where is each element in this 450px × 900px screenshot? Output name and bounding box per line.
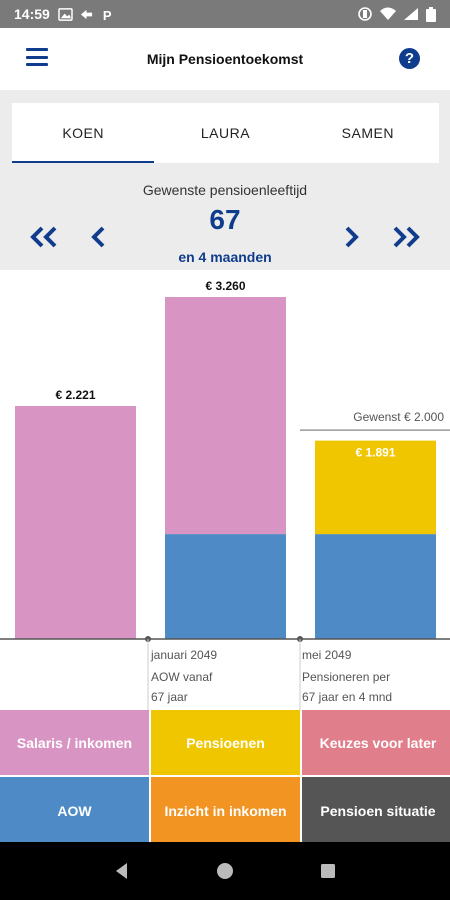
- wifi-icon: [380, 7, 396, 20]
- recents-icon[interactable]: [318, 861, 338, 881]
- pensioen-situatie-button[interactable]: Pensioen situatie: [302, 777, 450, 844]
- age-label: Gewenste pensioenleeftijd: [142, 182, 308, 198]
- inzicht-in-inkomen-button[interactable]: Inzicht in inkomen: [151, 777, 300, 844]
- pensioenen-button[interactable]: Pensioenen: [151, 710, 300, 775]
- marker-text-aow-1: AOW vanaf: [151, 670, 213, 684]
- age-value: 67: [209, 204, 241, 235]
- system-nav-bar: [0, 842, 450, 900]
- help-icon[interactable]: ?: [399, 48, 420, 69]
- image-icon: [58, 7, 73, 21]
- hamburger-menu-icon[interactable]: [26, 48, 48, 66]
- bar-value-label: € 1.891: [355, 446, 395, 460]
- marker-date-pension: mei 2049: [302, 648, 352, 662]
- bar-1-segment-aow: [165, 534, 286, 639]
- app-bar: Mijn Pensioentoekomst ?: [0, 28, 450, 90]
- parking-icon: P: [103, 8, 112, 21]
- double-chevron-left-icon[interactable]: [27, 222, 61, 252]
- sync-icon: [80, 9, 92, 19]
- pension-chart: € 2.221 € 3.260 € 1.891 Gewenst € 2.000 ja…: [0, 270, 450, 710]
- chevron-right-icon[interactable]: [340, 222, 364, 252]
- marker-text-pension-1: Pensioneren per: [302, 670, 390, 684]
- bar-value-label: € 2.221: [55, 388, 95, 402]
- keuzes-voor-later-button[interactable]: Keuzes voor later: [302, 710, 450, 775]
- marker-date-aow: januari 2049: [150, 648, 217, 662]
- age-months: en 4 maanden: [178, 249, 272, 265]
- signal-icon: [404, 8, 418, 20]
- home-icon[interactable]: [215, 861, 235, 881]
- bar-2-segment-aow: [315, 534, 436, 639]
- back-icon[interactable]: [112, 861, 132, 881]
- bar-value-label: € 3.260: [205, 279, 245, 293]
- status-time: 14:59: [14, 6, 50, 22]
- marker-text-pension-2: 67 jaar en 4 mnd: [302, 690, 392, 704]
- battery-icon: [426, 6, 436, 22]
- vibrate-icon: [358, 7, 372, 21]
- marker-text-aow-2: 67 jaar: [151, 690, 188, 704]
- status-bar: 14:59 P: [0, 0, 450, 28]
- category-grid: Salaris / inkomen Pensioenen Keuzes voor…: [0, 710, 450, 844]
- tab-samen[interactable]: SAMEN: [341, 125, 394, 141]
- tab-koen[interactable]: KOEN: [12, 103, 155, 163]
- double-chevron-right-icon[interactable]: [389, 222, 423, 252]
- bar-0-segment-salaris: [15, 405, 136, 639]
- bar-2-segment-pensioenen: [315, 440, 436, 535]
- page-title: Mijn Pensioentoekomst: [146, 51, 304, 67]
- tab-laura[interactable]: LAURA: [200, 125, 251, 141]
- desired-label: Gewenst € 2.000: [353, 410, 444, 424]
- person-tabs: KOEN LAURA SAMEN: [12, 103, 439, 163]
- svg-text:P: P: [103, 8, 112, 21]
- salaris-inkomen-button[interactable]: Salaris / inkomen: [0, 710, 149, 775]
- aow-button[interactable]: AOW: [0, 777, 149, 844]
- bar-1-segment-salaris: [165, 297, 286, 535]
- chevron-left-icon[interactable]: [86, 222, 110, 252]
